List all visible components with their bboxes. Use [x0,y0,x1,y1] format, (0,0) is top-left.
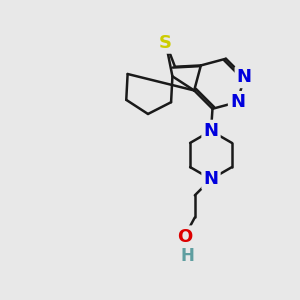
Text: S: S [159,34,172,52]
Text: N: N [237,68,252,86]
Text: N: N [203,170,218,188]
Text: H: H [181,247,194,265]
Text: N: N [230,93,245,111]
Text: N: N [203,122,218,140]
Text: O: O [177,228,192,246]
